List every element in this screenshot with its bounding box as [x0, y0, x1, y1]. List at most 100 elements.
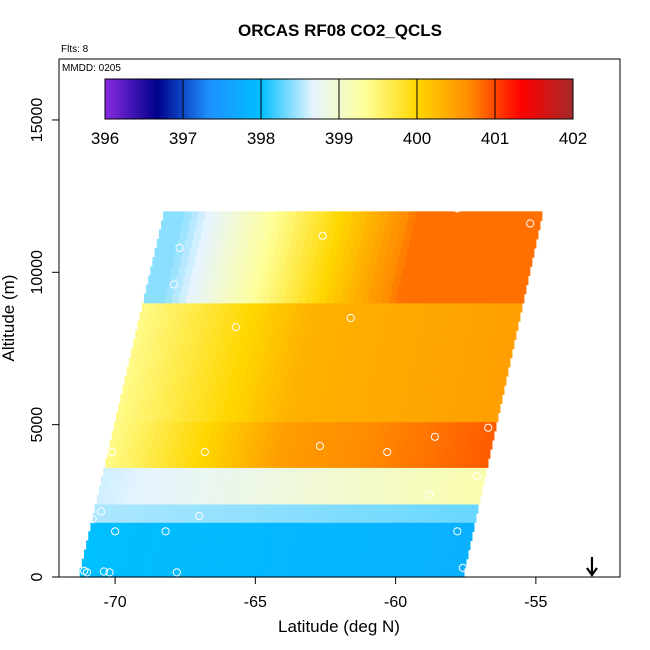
heatmap-cell: [411, 558, 420, 569]
heatmap-cell: [192, 503, 201, 514]
heatmap-cell: [289, 540, 298, 551]
heatmap-cell: [417, 385, 425, 395]
heatmap-cell: [363, 494, 371, 505]
profile-point: [195, 512, 204, 521]
heatmap-cell: [235, 412, 243, 423]
heatmap-cell: [233, 540, 241, 551]
heatmap-cell: [179, 439, 188, 450]
heatmap-cell: [355, 348, 364, 359]
heatmap-cell: [307, 403, 316, 414]
heatmap-cell: [135, 449, 144, 459]
y-axis-label: Altitude (m): [0, 275, 18, 362]
heatmap-cell: [180, 494, 189, 505]
heatmap-cell: [156, 449, 165, 459]
heatmap-cell: [519, 275, 528, 286]
heatmap-cell: [183, 302, 192, 313]
heatmap-cell: [354, 293, 362, 304]
heatmap-cell: [156, 238, 165, 249]
heatmap-cell: [204, 485, 212, 496]
heatmap-cell: [270, 412, 278, 423]
heatmap-cell: [412, 522, 421, 532]
heatmap-cell: [278, 348, 286, 359]
heatmap-cell: [271, 467, 280, 478]
heatmap-cell: [458, 357, 467, 368]
heatmap-cell: [216, 430, 225, 441]
heatmap-cell: [263, 439, 272, 450]
heatmap-cell: [500, 357, 509, 368]
profile-point: [175, 243, 184, 252]
heatmap-cell: [371, 458, 380, 468]
heatmap-cell: [453, 321, 461, 331]
heatmap-cell: [436, 421, 445, 432]
heatmap-cell: [164, 503, 173, 514]
heatmap-cell: [309, 485, 317, 496]
heatmap-cell: [384, 284, 393, 295]
heatmap-cell: [145, 348, 153, 359]
heatmap-cell: [313, 467, 322, 478]
heatmap-cell: [201, 348, 209, 359]
heatmap-cell: [489, 284, 498, 295]
heatmap-cell: [107, 449, 116, 459]
heatmap-cell: [298, 531, 307, 542]
heatmap-cell: [468, 257, 476, 267]
heatmap-cell: [149, 421, 157, 432]
heatmap-cell: [227, 476, 235, 487]
heatmap-cell: [184, 211, 192, 222]
heatmap-cell: [387, 513, 395, 523]
heatmap-cell: [338, 211, 347, 222]
heatmap-cell: [331, 302, 339, 313]
heatmap-cell: [450, 211, 459, 222]
heatmap-cell: [342, 522, 351, 532]
heatmap-cell: [273, 458, 282, 468]
heatmap-cell: [100, 567, 109, 578]
heatmap-cell: [149, 567, 158, 578]
heatmap-cell: [237, 284, 245, 295]
heatmap-cell: [368, 293, 376, 304]
heatmap-cell: [139, 430, 148, 441]
heatmap-cell: [240, 540, 249, 551]
heatmap-cell: [401, 211, 410, 222]
heatmap-cell: [134, 513, 143, 523]
heatmap-cell: [298, 412, 307, 423]
heatmap-cell: [286, 284, 294, 295]
heatmap-cell: [361, 321, 370, 331]
heatmap-cell: [398, 375, 406, 386]
heatmap-cell: [157, 385, 166, 395]
profile-point: [108, 448, 117, 457]
heatmap-cell: [115, 476, 123, 487]
heatmap-cell: [362, 558, 370, 569]
heatmap-cell: [228, 439, 237, 450]
heatmap-cell: [277, 531, 286, 542]
heatmap-cell: [243, 348, 251, 359]
heatmap-cell: [206, 266, 215, 276]
heatmap-cell: [389, 293, 397, 304]
colorbar-tick-label: 400: [403, 129, 431, 148]
heatmap-cell: [327, 467, 336, 478]
heatmap-cell: [208, 558, 216, 569]
heatmap-cell: [210, 220, 218, 231]
heatmap-cell: [340, 412, 349, 423]
heatmap-cell: [334, 348, 343, 359]
heatmap-cell: [181, 311, 190, 322]
heatmap-cell: [494, 385, 502, 395]
heatmap-cell: [280, 430, 288, 441]
heatmap-cell: [427, 311, 435, 322]
heatmap-cell: [383, 467, 392, 478]
heatmap-cell: [376, 467, 385, 478]
heatmap-cell: [401, 421, 410, 432]
heatmap-cell: [376, 257, 385, 267]
heatmap-cell: [205, 330, 214, 340]
heatmap-cell: [516, 229, 525, 240]
heatmap-cell: [179, 229, 188, 240]
heatmap-cell: [486, 357, 495, 368]
heatmap-cell: [325, 266, 334, 276]
heatmap-cell: [293, 403, 302, 414]
heatmap-cell: [409, 266, 418, 276]
heatmap-cell: [407, 366, 415, 377]
heatmap-cell: [408, 302, 416, 313]
heatmap-cell: [299, 348, 307, 359]
heatmap-cell: [378, 339, 387, 350]
heatmap-cell: [170, 357, 179, 368]
heatmap-cell: [285, 467, 294, 478]
heatmap-cell: [233, 567, 242, 578]
